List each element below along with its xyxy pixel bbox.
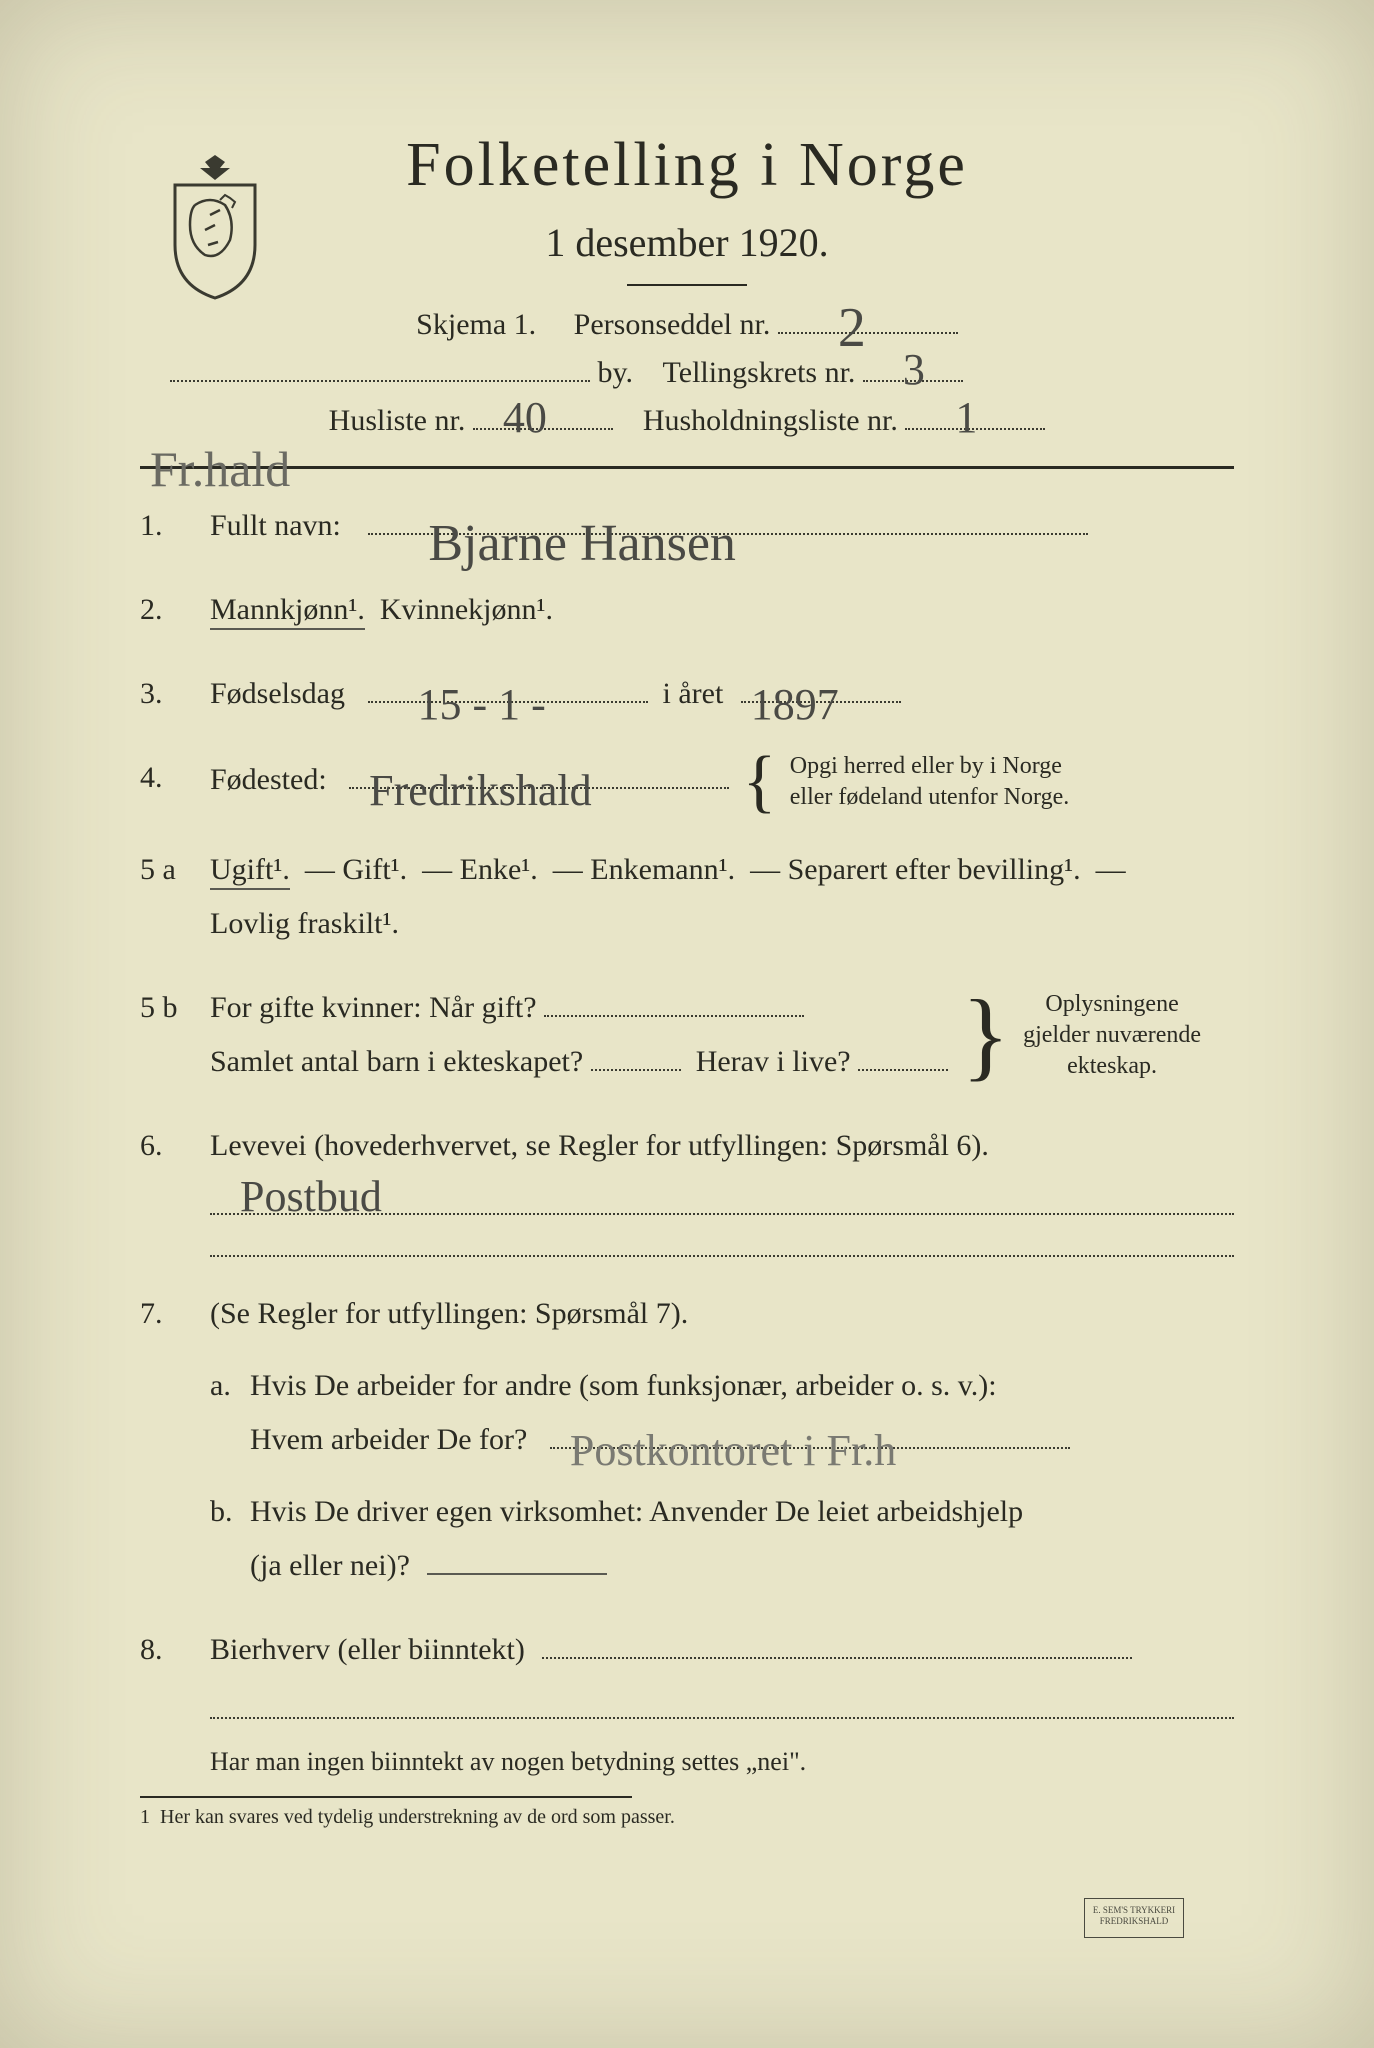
q6-value: Postbud	[240, 1157, 382, 1236]
q7b-line2: (ja eller nei)?	[250, 1549, 410, 1582]
q4-note: Opgi herred eller by i Norge eller fødel…	[790, 751, 1069, 813]
q5a-num: 5 a	[140, 843, 195, 897]
husholdning-value: 1	[955, 392, 977, 443]
brace-icon: {	[743, 754, 777, 810]
q7-label: (Se Regler for utfyllingen: Spørsmål 7).	[210, 1297, 688, 1330]
footnote-marker: 1	[140, 1806, 150, 1828]
q2-kvinne: Kvinnekjønn¹.	[380, 593, 553, 626]
header-fields: Skjema 1. Personseddel nr. 2 by. Telling…	[140, 308, 1234, 438]
q5b-line1: For gifte kvinner: Når gift?	[210, 991, 537, 1024]
question-3: 3. Fødselsdag 15 - 1 - i året 1897	[140, 667, 1234, 721]
question-7: 7. (Se Regler for utfyllingen: Spørsmål …	[140, 1287, 1234, 1341]
q7b-letter: b.	[210, 1485, 233, 1539]
tellingskrets-label: Tellingskrets nr.	[663, 356, 856, 389]
q1-value: Bjarne Hansen	[428, 497, 736, 591]
q5a-fraskilt: Lovlig fraskilt¹.	[210, 907, 399, 940]
form-subtitle: 1 desember 1920.	[140, 219, 1234, 266]
q4-value: Fredrikshald	[369, 751, 591, 830]
footnote: 1 Her kan svares ved tydelig understrekn…	[140, 1806, 1234, 1829]
question-5a: 5 a Ugift¹. — Gift¹. — Enke¹. — Enkemann…	[140, 843, 1234, 951]
q4-num: 4.	[140, 751, 195, 805]
husliste-value: 40	[503, 392, 547, 443]
q3-day: 15 - 1 -	[418, 665, 546, 744]
form-inner: Folketelling i Norge 1 desember 1920. Fr…	[90, 60, 1284, 2008]
q8-num: 8.	[140, 1623, 195, 1677]
question-8: 8. Bierhverv (eller biinntekt) Har man i…	[140, 1623, 1234, 1786]
personseddel-label: Personseddel nr.	[574, 308, 771, 341]
main-divider	[140, 466, 1234, 469]
q7b-line1: Hvis De driver egen virksomhet: Anvender…	[250, 1495, 1023, 1528]
question-5b: 5 b For gifte kvinner: Når gift? Samlet …	[140, 981, 1234, 1089]
question-2: 2. Mannkjønn¹. Kvinnekjønn¹.	[140, 583, 1234, 637]
brace-icon: }	[962, 995, 1010, 1075]
by-label: by.	[598, 356, 634, 389]
q5a-gift: Gift¹.	[342, 853, 407, 886]
footnote-rule	[140, 1796, 632, 1798]
q3-year-label: i året	[663, 677, 724, 710]
q5a-separert: Separert efter bevilling¹.	[788, 853, 1081, 886]
question-4: 4. Fødested: Fredrikshald { Opgi herred …	[140, 751, 1234, 813]
q3-num: 3.	[140, 667, 195, 721]
q8-note: Har man ingen biinntekt av nogen betydni…	[210, 1739, 1234, 1786]
question-7b: b. Hvis De driver egen virksomhet: Anven…	[140, 1485, 1234, 1593]
q5b-note: Oplysningene gjelder nuværende ekteskap.	[1023, 989, 1201, 1083]
q4-label: Fødested:	[210, 763, 327, 796]
q7a-value: Postkontoret i Fr.h	[570, 1411, 896, 1490]
q5b-line2a: Samlet antal barn i ekteskapet?	[210, 1045, 583, 1078]
q6-num: 6.	[140, 1119, 195, 1173]
census-form-page: Folketelling i Norge 1 desember 1920. Fr…	[0, 0, 1374, 2048]
husliste-label: Husliste nr.	[329, 404, 466, 437]
footnote-text: Her kan svares ved tydelig understreknin…	[160, 1806, 675, 1828]
q2-mann: Mannkjønn¹.	[210, 593, 365, 630]
q7-num: 7.	[140, 1287, 195, 1341]
coat-of-arms-icon	[160, 150, 270, 300]
q5a-enke: Enke¹.	[460, 853, 538, 886]
skjema-label: Skjema 1.	[416, 308, 536, 341]
q3-label: Fødselsdag	[210, 677, 345, 710]
q5b-num: 5 b	[140, 981, 195, 1035]
q1-num: 1.	[140, 499, 195, 553]
q7a-line2: Hvem arbeider De for?	[250, 1423, 527, 1456]
q5a-ugift: Ugift¹.	[210, 853, 290, 890]
form-title: Folketelling i Norge	[140, 130, 1234, 201]
q2-num: 2.	[140, 583, 195, 637]
question-7a: a. Hvis De arbeider for andre (som funks…	[140, 1359, 1234, 1467]
q7a-letter: a.	[210, 1359, 231, 1413]
q5b-line2b: Herav i live?	[696, 1045, 851, 1078]
q5a-enkemann: Enkemann¹.	[590, 853, 735, 886]
q8-label: Bierhverv (eller biinntekt)	[210, 1633, 525, 1666]
q3-year: 1897	[751, 665, 839, 744]
husholdning-label: Husholdningsliste nr.	[643, 404, 898, 437]
q1-label: Fullt navn:	[210, 509, 341, 542]
question-1: 1. Fullt navn: Bjarne Hansen	[140, 499, 1234, 553]
tellingskrets-value: 3	[903, 344, 925, 395]
personseddel-value: 2	[838, 296, 866, 360]
q7a-line1: Hvis De arbeider for andre (som funksjon…	[250, 1369, 997, 1402]
divider-icon	[627, 284, 747, 286]
city-handwritten: Fr.hald	[150, 440, 290, 498]
question-6: 6. Levevei (hovederhvervet, se Regler fo…	[140, 1119, 1234, 1257]
printer-stamp: E. SEM'S TRYKKERI FREDRIKSHALD	[1084, 1898, 1184, 1938]
